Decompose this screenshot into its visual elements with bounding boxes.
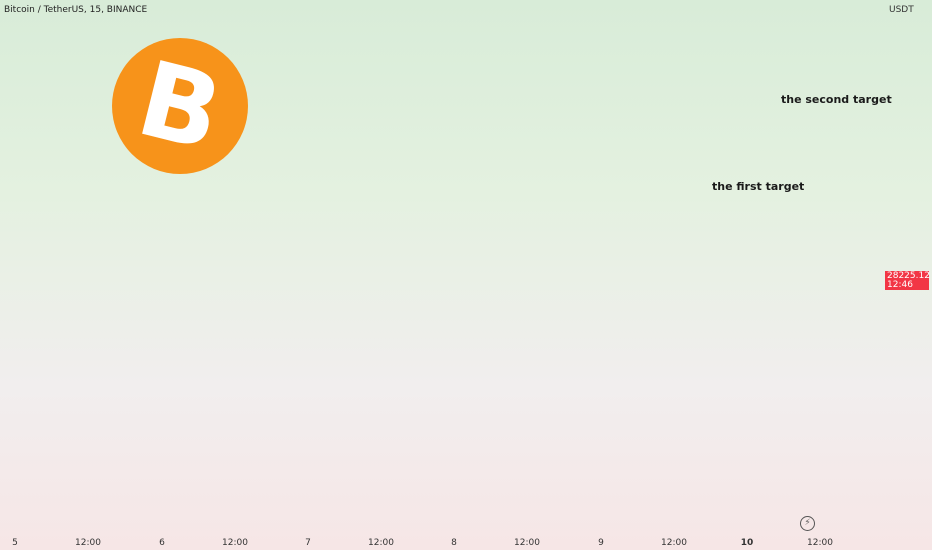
x-tick-label: 5	[12, 538, 18, 548]
symbol-title: Bitcoin / TetherUS, 15, BINANCE	[4, 5, 148, 15]
x-tick-label: 12:00	[514, 538, 540, 548]
x-tick-label: 8	[451, 538, 457, 548]
second-target-label[interactable]: the second target	[781, 93, 892, 106]
x-tick-label: 12:00	[75, 538, 101, 548]
last-price-tag: 28225.12 12:46	[885, 271, 930, 290]
time-axis: 5 12:00 6 12:00 7 12:00 8 12:00 9 12:00 10 12:00	[12, 538, 833, 548]
first-target-label[interactable]: the first target	[712, 180, 805, 193]
x-tick-label: 12:00	[222, 538, 248, 548]
x-tick-label: 12:00	[807, 538, 833, 548]
lightning-icon[interactable]: ⚡	[800, 516, 815, 531]
bitcoin-logo: B	[112, 37, 248, 175]
countdown-value: 12:46	[887, 280, 913, 290]
x-tick-label: 10	[741, 538, 754, 548]
x-tick-label: 7	[305, 538, 311, 548]
x-tick-label: 6	[159, 538, 165, 548]
x-tick-label: 12:00	[368, 538, 394, 548]
currency-label: USDT	[889, 5, 914, 15]
last-price-value: 28225.12	[887, 271, 930, 281]
x-tick-label: 9	[598, 538, 604, 548]
x-tick-label: 12:00	[661, 538, 687, 548]
